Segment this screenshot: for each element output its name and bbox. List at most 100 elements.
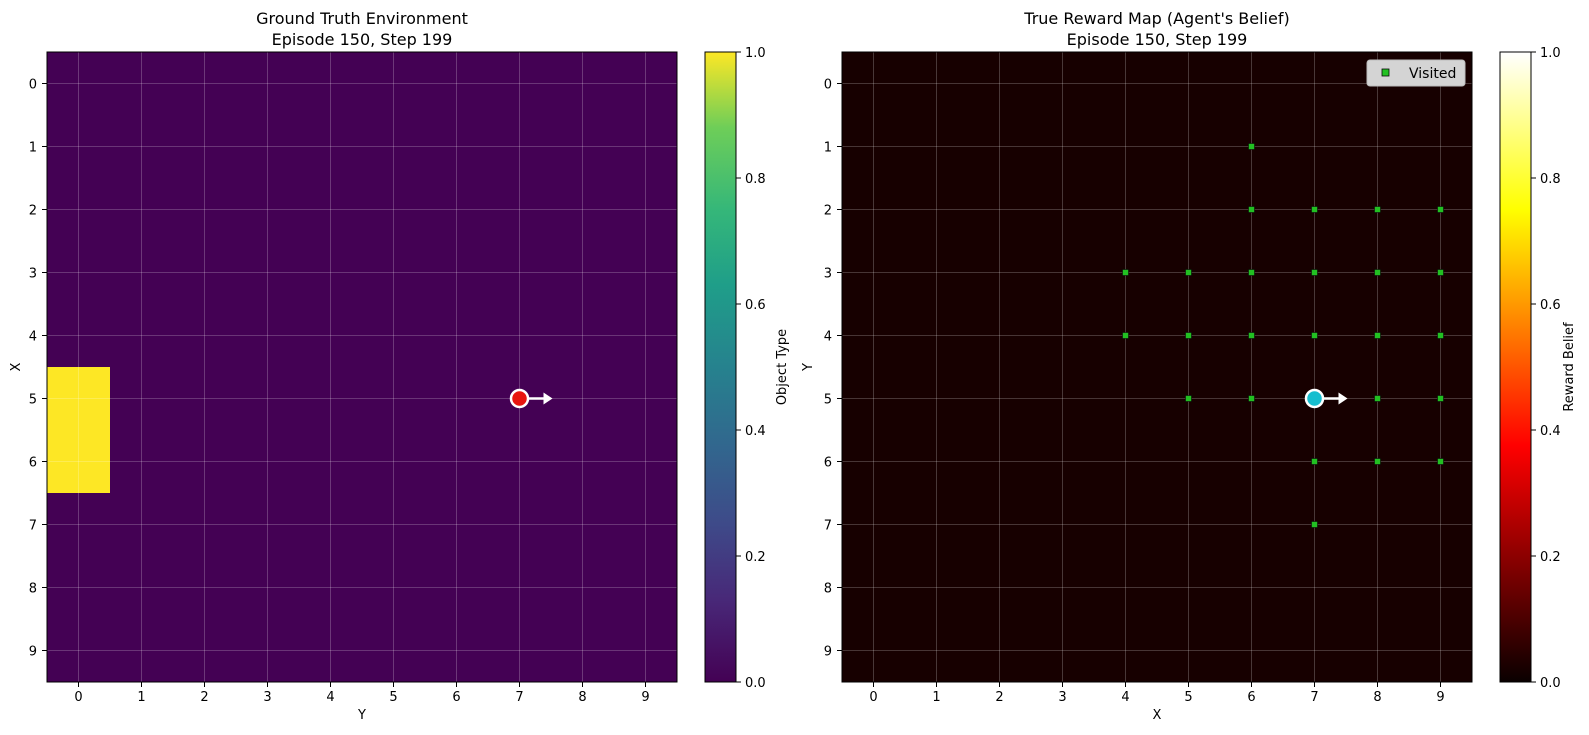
right-cbtick-label: 0.8 — [1540, 172, 1561, 187]
visited-marker — [1248, 395, 1255, 402]
right-cbtick-label: 0.2 — [1540, 550, 1561, 565]
left-cbtick-label: 1.0 — [745, 46, 766, 61]
right-ytick-label: 9 — [824, 645, 832, 660]
right-xtick-label: 1 — [932, 690, 940, 705]
right-ytick-label: 5 — [824, 393, 832, 408]
right-ylabel: Y — [801, 363, 816, 372]
left-y-ticks: 0 1 2 3 4 5 6 7 8 9 — [29, 78, 47, 660]
left-ytick-label: 1 — [29, 141, 37, 156]
left-ytick-label: 2 — [29, 204, 37, 219]
left-xtick-label: 1 — [137, 690, 145, 705]
visited-marker — [1437, 458, 1444, 465]
visited-marker — [1437, 206, 1444, 213]
right-cbtick-label: 0.4 — [1540, 424, 1561, 439]
left-ytick-label: 9 — [29, 645, 37, 660]
left-title-line-1: Ground Truth Environment — [256, 9, 468, 28]
legend-visited-label: Visited — [1409, 66, 1456, 82]
visited-marker — [1374, 332, 1381, 339]
visited-marker — [1248, 206, 1255, 213]
right-ytick-label: 8 — [824, 582, 832, 597]
left-xtick-label: 9 — [641, 690, 649, 705]
right-agent-marker — [1304, 388, 1348, 409]
left-cbtick-label: 0.2 — [745, 550, 766, 565]
left-ytick-label: 5 — [29, 393, 37, 408]
left-xtick-label: 2 — [200, 690, 208, 705]
right-colorbar-ticks: 0.0 0.2 0.4 0.6 0.8 1.0 — [1531, 46, 1561, 691]
left-xlabel: Y — [357, 708, 366, 723]
right-panel: True Reward Map (Agent's Belief) Episode… — [801, 9, 1577, 723]
left-heatmap-cells — [47, 52, 677, 682]
visited-marker — [1311, 206, 1318, 213]
left-xtick-label: 6 — [452, 690, 460, 705]
right-ytick-label: 4 — [824, 330, 832, 345]
right-colorbar-label: Reward Belief — [1562, 322, 1577, 412]
right-ytick-label: 6 — [824, 456, 832, 471]
right-title-line-2: Episode 150, Step 199 — [1067, 30, 1248, 49]
right-xtick-label: 3 — [1058, 690, 1066, 705]
visited-marker — [1311, 521, 1318, 528]
right-x-ticks: 0 1 2 3 4 5 6 7 8 9 — [869, 682, 1445, 705]
right-agent-dot — [1304, 388, 1325, 409]
left-xtick-label: 0 — [74, 690, 82, 705]
left-object-cell — [47, 430, 110, 493]
visited-marker — [1122, 269, 1129, 276]
left-cbtick-label: 0.4 — [745, 424, 766, 439]
right-xtick-label: 4 — [1121, 690, 1129, 705]
visited-marker — [1248, 143, 1255, 150]
visited-marker — [1311, 458, 1318, 465]
visited-marker — [1374, 269, 1381, 276]
visited-marker — [1437, 395, 1444, 402]
right-xtick-label: 6 — [1247, 690, 1255, 705]
visited-marker — [1122, 332, 1129, 339]
legend-visited-marker — [1381, 68, 1390, 77]
right-ytick-label: 1 — [824, 141, 832, 156]
right-legend: Visited — [1366, 59, 1466, 87]
right-title-line-1: True Reward Map (Agent's Belief) — [1023, 9, 1289, 28]
right-ytick-label: 7 — [824, 519, 832, 534]
right-ytick-label: 3 — [824, 267, 832, 282]
right-xtick-label: 7 — [1310, 690, 1318, 705]
visited-marker — [1248, 332, 1255, 339]
left-ylabel: X — [9, 362, 24, 371]
left-ytick-label: 4 — [29, 330, 37, 345]
right-ytick-label: 2 — [824, 204, 832, 219]
left-cbtick-label: 0.8 — [745, 172, 766, 187]
visited-marker — [1311, 269, 1318, 276]
left-agent-arrow-head — [543, 392, 553, 405]
visited-marker — [1374, 206, 1381, 213]
left-title-line-2: Episode 150, Step 199 — [272, 30, 453, 49]
left-x-ticks: 0 1 2 3 4 5 6 7 8 9 — [74, 682, 650, 705]
visited-marker — [1374, 458, 1381, 465]
left-background — [47, 52, 677, 682]
left-colorbar — [704, 51, 737, 683]
right-xtick-label: 0 — [869, 690, 877, 705]
right-visited-markers — [1122, 143, 1444, 528]
left-xtick-label: 7 — [515, 690, 523, 705]
left-panel: Ground Truth Environment Episode 150, St… — [9, 9, 790, 723]
right-xtick-label: 8 — [1373, 690, 1381, 705]
right-agent-arrow-head — [1338, 392, 1348, 405]
visited-marker — [1185, 332, 1192, 339]
right-cbtick-label: 0.6 — [1540, 298, 1561, 313]
left-cbtick-label: 0.6 — [745, 298, 766, 313]
right-xtick-label: 9 — [1436, 690, 1444, 705]
visited-marker — [1185, 269, 1192, 276]
left-gridlines — [47, 52, 677, 682]
left-cbtick-label: 0.0 — [745, 676, 766, 691]
left-ytick-label: 3 — [29, 267, 37, 282]
left-object-cell — [47, 367, 110, 430]
left-colorbar-label: Object Type — [775, 329, 790, 405]
right-cbtick-label: 0.0 — [1540, 676, 1561, 691]
left-ytick-label: 6 — [29, 456, 37, 471]
legend-box — [1366, 59, 1466, 87]
visited-marker — [1248, 269, 1255, 276]
right-cbtick-label: 1.0 — [1540, 46, 1561, 61]
left-ytick-label: 0 — [29, 78, 37, 93]
left-ytick-label: 7 — [29, 519, 37, 534]
left-xtick-label: 3 — [263, 690, 271, 705]
left-xtick-label: 4 — [326, 690, 334, 705]
visited-marker — [1311, 332, 1318, 339]
left-agent-dot — [509, 388, 530, 409]
left-xtick-label: 8 — [578, 690, 586, 705]
